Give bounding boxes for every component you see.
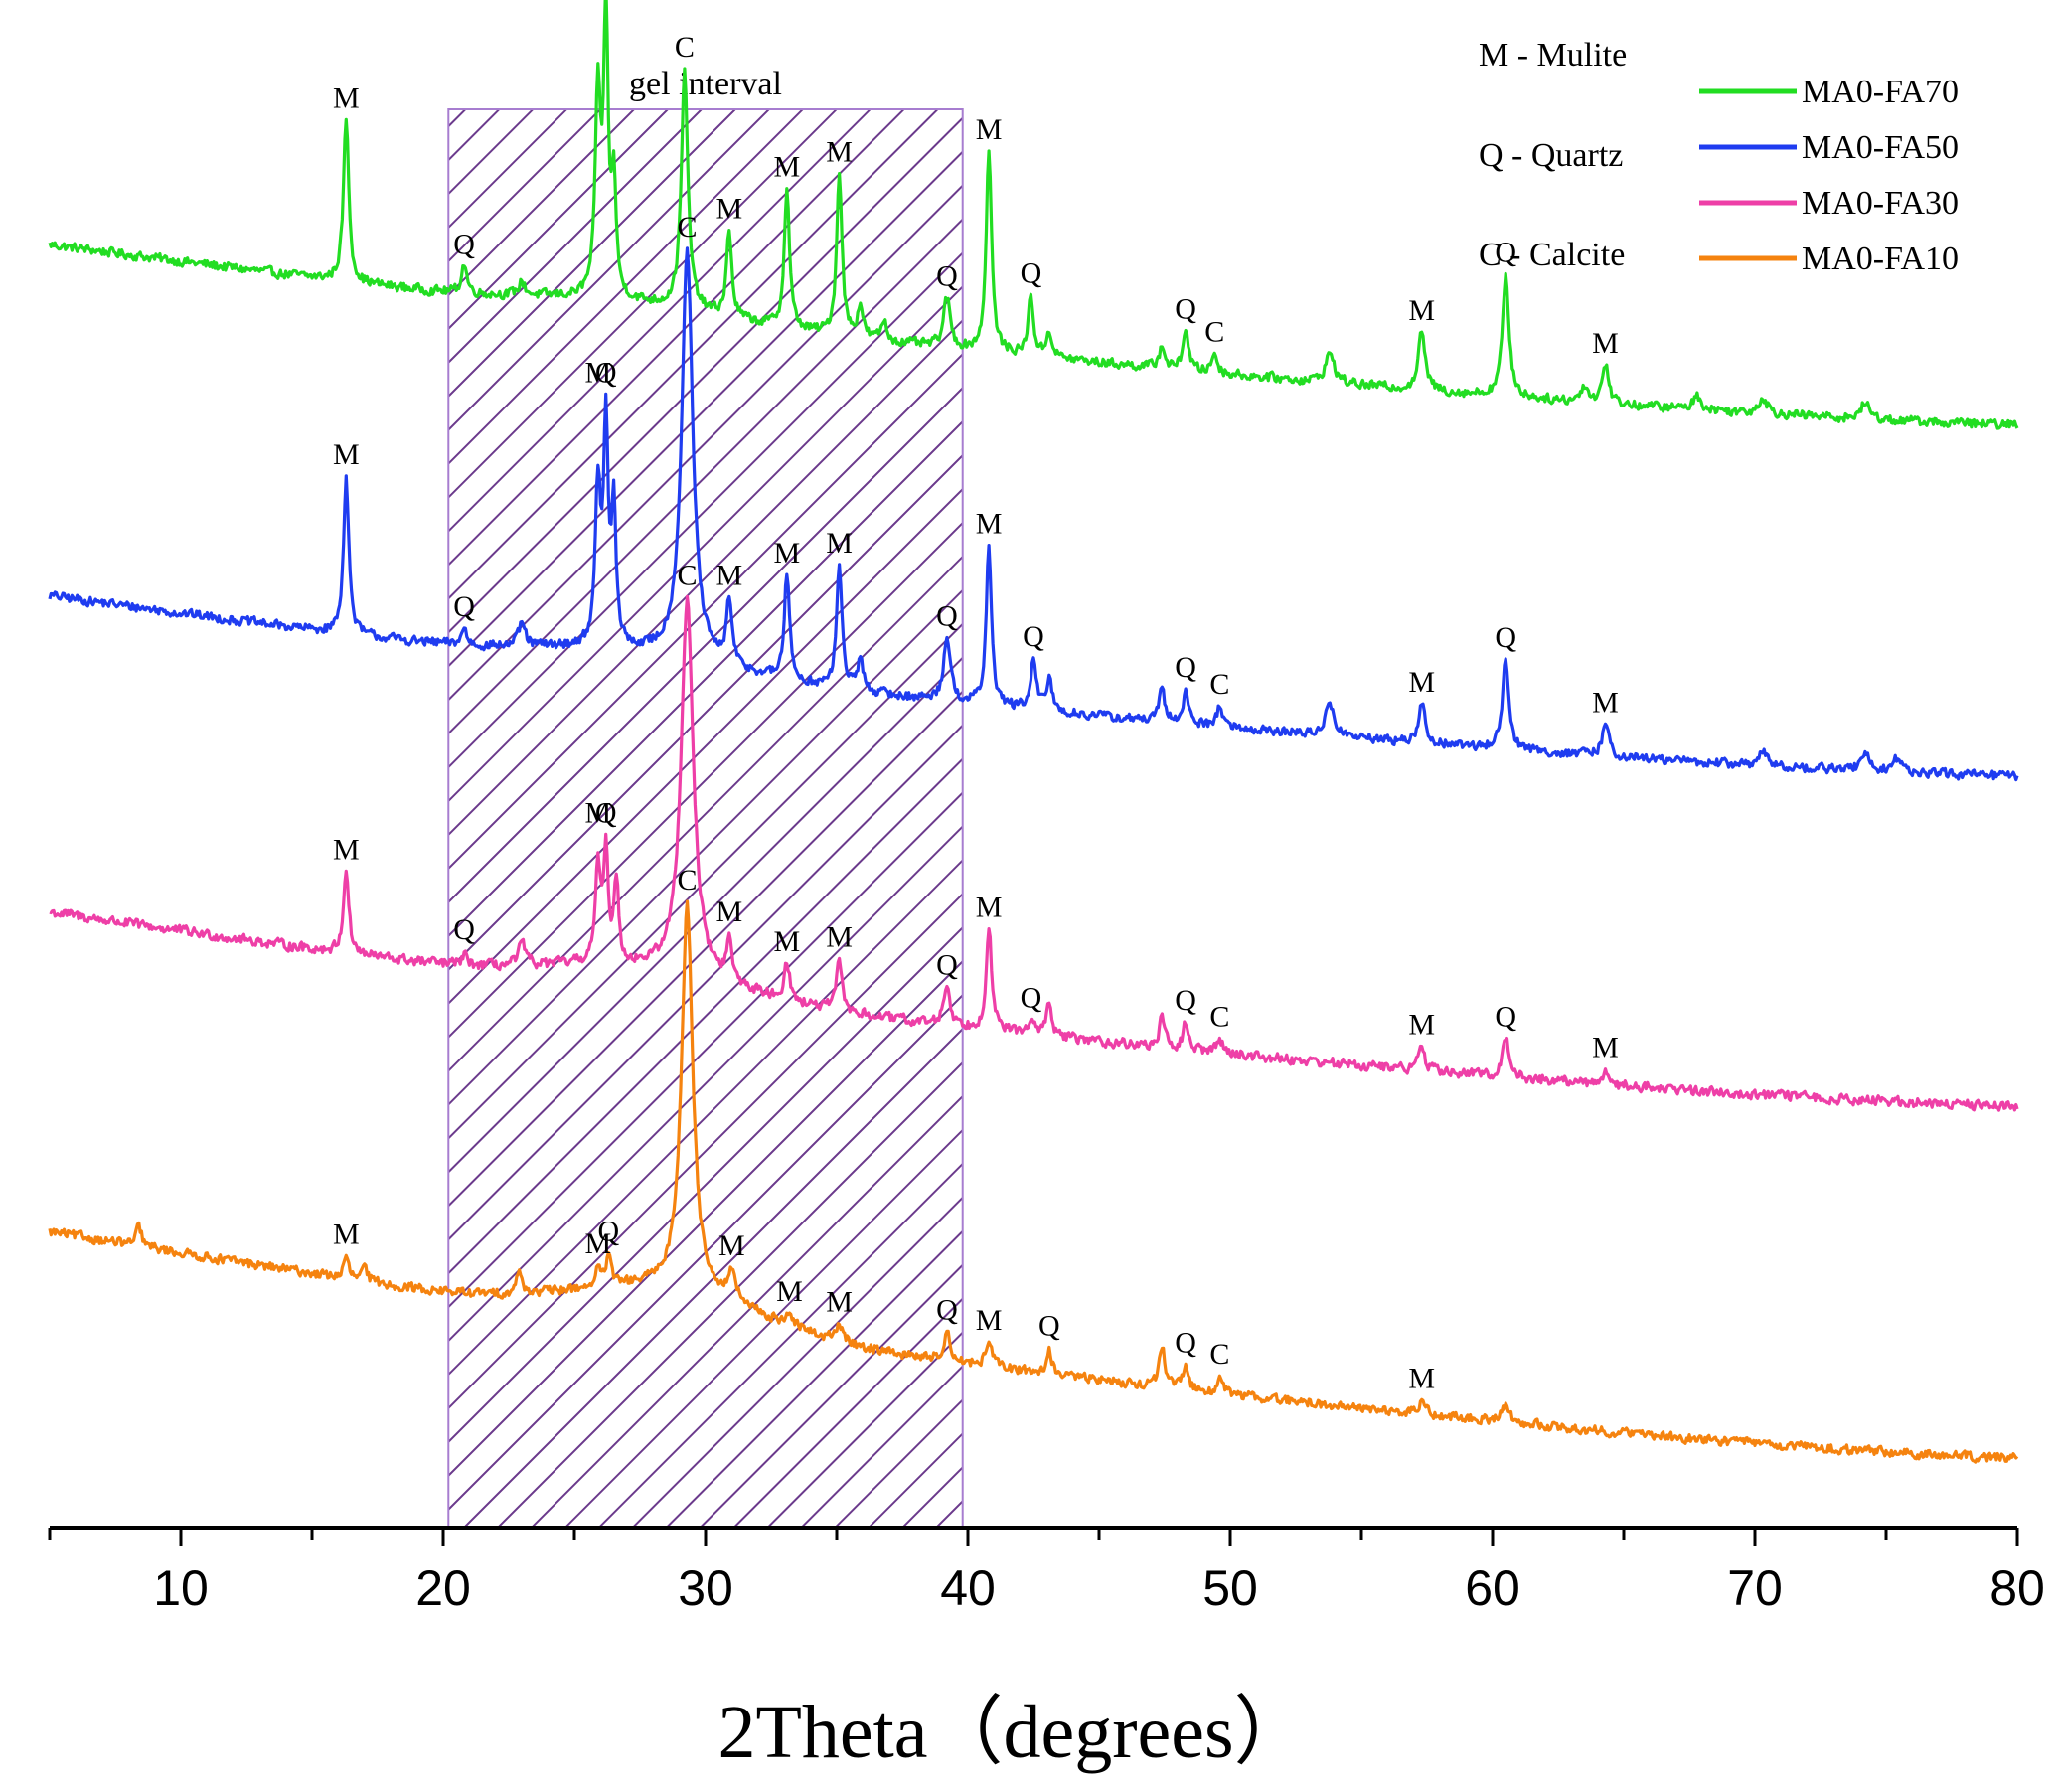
peak-label: Q [595,356,617,389]
peak-label: M [1592,327,1619,360]
x-axis-label: 2Theta（degrees） [717,1691,1309,1774]
peak-label: Q [936,1293,958,1326]
peak-label: Q [453,590,475,623]
peak-label: Q [1495,621,1516,654]
peak-label: M [976,508,1003,541]
peak-label: M [826,527,853,560]
phase-key-quartz: Q - Quartz [1479,137,1623,174]
x-tick-label: 60 [1465,1560,1520,1616]
peak-label: Q [595,796,617,829]
peak-label: C [677,864,697,896]
peak-label: M [1408,666,1435,699]
peak-label: C [1209,1338,1229,1371]
gel-interval-label: gel interval [629,66,782,102]
peak-label: Q [453,913,475,946]
peak-label: M [826,920,853,953]
x-tick-label: 70 [1727,1560,1783,1616]
peak-label: M [776,1275,803,1308]
series-line-ma0-fa10 [48,899,2019,1464]
peak-label: M [584,356,611,389]
peak-label: M [773,151,800,184]
peak-label: M [826,1286,853,1319]
peak-label: M [773,925,800,958]
series-line-ma0-fa70 [48,0,2019,430]
peak-label: M [1408,1362,1435,1394]
peak-label: Q [1175,651,1196,684]
legend-label-ma0-fa50: MA0-FA50 [1802,129,1959,166]
peak-label: M [333,438,360,471]
peak-label: M [976,1304,1003,1337]
peak-label: M [976,892,1003,924]
peak-label: M [715,193,742,226]
peak-label: C [1209,1000,1229,1033]
phase-key-mulite: M - Mulite [1479,37,1627,74]
peak-label: C [675,31,695,64]
peak-label: M [715,896,742,928]
peak-label: Q [1038,1309,1060,1342]
peak-label: Q [1175,1326,1196,1359]
peak-label-layer: MQMQCMMMQMQQCMQMMQMQCMMMQMQQCMQMMQMQCMMM… [333,31,1619,1394]
x-axis: 10 20 30 40 50 60 70 80 [48,1526,2045,1616]
x-tick-label: 80 [1989,1560,2045,1616]
peak-label: Q [1021,981,1042,1014]
x-tick-label: 10 [153,1560,209,1616]
x-tick-label: 40 [940,1560,996,1616]
peak-label: C [677,211,697,244]
peak-label: M [584,796,611,829]
peak-label: C [677,559,697,591]
peak-label: Q [1175,984,1196,1017]
peak-label: M [1408,294,1435,327]
peak-label: M [976,113,1003,146]
series-line-ma0-fa50 [48,246,2019,782]
peak-label: M [1592,686,1619,719]
peak-label: Q [1175,293,1196,326]
peak-label: Q [936,949,958,982]
x-tick-label: 30 [678,1560,733,1616]
x-tick-label: 20 [415,1560,471,1616]
peak-label: Q [1023,620,1044,653]
peak-label: M [718,1229,745,1262]
peak-label: M [773,537,800,570]
peak-label: M [826,136,853,169]
peak-label: M [333,833,360,866]
peak-label: Q [1021,256,1042,289]
peak-label: M [333,1218,360,1250]
series-line-ma0-fa30 [49,594,2019,1112]
peak-label: Q [453,229,475,261]
peak-label: C [1204,315,1224,348]
peak-label: M [1592,1032,1619,1064]
x-tick-label: 50 [1202,1560,1258,1616]
peak-label: Q [597,1216,619,1248]
peak-label: C [1209,668,1229,701]
legend-label-ma0-fa10: MA0-FA10 [1802,241,1959,277]
legend-label-ma0-fa30: MA0-FA30 [1802,185,1959,222]
peak-label: M [333,81,360,114]
peak-label: Q [936,260,958,293]
legend-label-ma0-fa70: MA0-FA70 [1802,74,1959,110]
phase-key-calcite: C - Calcite [1479,237,1625,273]
phase-key: M - Mulite Q - Quartz C - Calcite [1479,37,1627,273]
peak-label: M [584,1227,611,1260]
peak-label: M [715,559,742,591]
peak-label: Q [936,600,958,633]
peak-label: M [1408,1009,1435,1042]
peak-label: Q [1495,1001,1516,1034]
peak-label: Q [1495,237,1516,269]
legend: MA0-FA70 MA0-FA50 MA0-FA30 MA0-FA10 [1699,74,1959,277]
series-layer [48,0,2019,1464]
